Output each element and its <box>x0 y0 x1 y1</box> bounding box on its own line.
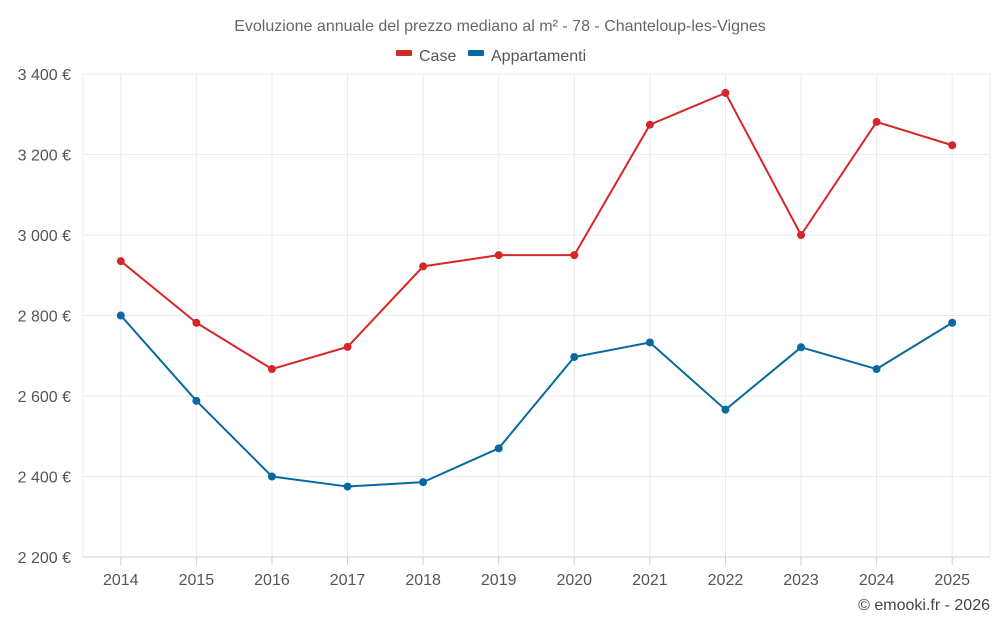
series-line-case <box>120 91 953 371</box>
data-point-appartamenti[interactable] <box>645 338 654 347</box>
data-point-case[interactable] <box>343 342 352 351</box>
data-point-appartamenti[interactable] <box>570 352 579 361</box>
data-point-case[interactable] <box>116 257 125 266</box>
series-line-appartamenti <box>120 314 953 488</box>
data-point-case[interactable] <box>645 120 654 129</box>
x-tick-label: 2025 <box>934 572 970 589</box>
data-point-case[interactable] <box>192 318 201 327</box>
legend-swatch-appartamenti <box>468 50 484 56</box>
x-tick-label: 2019 <box>481 572 517 589</box>
x-tick-label: 2017 <box>330 572 366 589</box>
legend-item-appartamenti[interactable]: Appartamenti <box>468 48 586 65</box>
y-tick-label: 2 600 € <box>18 389 71 406</box>
x-tick-label: 2018 <box>405 572 441 589</box>
x-tick-label: 2022 <box>708 572 744 589</box>
data-point-case[interactable] <box>721 88 730 97</box>
y-tick-label: 3 400 € <box>18 67 71 84</box>
data-point-case[interactable] <box>419 262 428 271</box>
data-point-case[interactable] <box>872 117 881 126</box>
x-tick-label: 2015 <box>179 572 215 589</box>
y-tick-label: 2 200 € <box>18 550 71 567</box>
legend-swatch-case <box>396 50 412 56</box>
data-point-appartamenti[interactable] <box>948 318 957 327</box>
x-tick-label: 2024 <box>859 572 895 589</box>
x-tick-label: 2020 <box>556 572 592 589</box>
credit: © emooki.fr - 2026 <box>858 597 990 614</box>
y-tick-label: 3 000 € <box>18 228 71 245</box>
x-axis: 2014 2015 2016 2017 2018 2019 2020 2021 2022 2023… <box>83 556 990 589</box>
y-tick-label: 2 800 € <box>18 309 71 326</box>
data-point-appartamenti[interactable] <box>343 482 352 491</box>
data-point-appartamenti[interactable] <box>872 365 881 374</box>
data-point-appartamenti[interactable] <box>267 472 276 481</box>
data-point-case[interactable] <box>948 141 957 150</box>
data-point-case[interactable] <box>267 365 276 374</box>
series <box>116 88 957 491</box>
x-tick-label: 2023 <box>783 572 819 589</box>
chart-title: Evoluzione annuale del prezzo mediano al… <box>234 18 766 35</box>
legend-item-case[interactable]: Case <box>396 48 456 65</box>
data-point-case[interactable] <box>494 251 503 260</box>
legend: Case Appartamenti <box>396 48 586 65</box>
data-point-appartamenti[interactable] <box>116 311 125 320</box>
y-tick-label: 2 400 € <box>18 470 71 487</box>
y-axis: 2 200 € 2 400 € 2 600 € 2 800 € 3 000 € 3 200… <box>18 67 71 567</box>
y-tick-label: 3 200 € <box>18 148 71 165</box>
x-tick-label: 2014 <box>103 572 139 589</box>
data-point-case[interactable] <box>797 231 806 239</box>
legend-label-appartamenti: Appartamenti <box>491 48 586 65</box>
x-tick-label: 2021 <box>632 572 668 589</box>
data-point-appartamenti[interactable] <box>192 396 201 405</box>
data-point-case[interactable] <box>570 251 579 260</box>
x-tick-label: 2016 <box>254 572 290 589</box>
legend-label-case: Case <box>419 48 456 65</box>
data-point-appartamenti[interactable] <box>494 444 503 453</box>
series-appartamenti <box>116 311 957 491</box>
series-case <box>116 88 957 374</box>
data-point-appartamenti[interactable] <box>797 343 806 352</box>
grid <box>82 73 991 557</box>
data-point-appartamenti[interactable] <box>419 478 428 487</box>
data-point-appartamenti[interactable] <box>721 405 730 414</box>
